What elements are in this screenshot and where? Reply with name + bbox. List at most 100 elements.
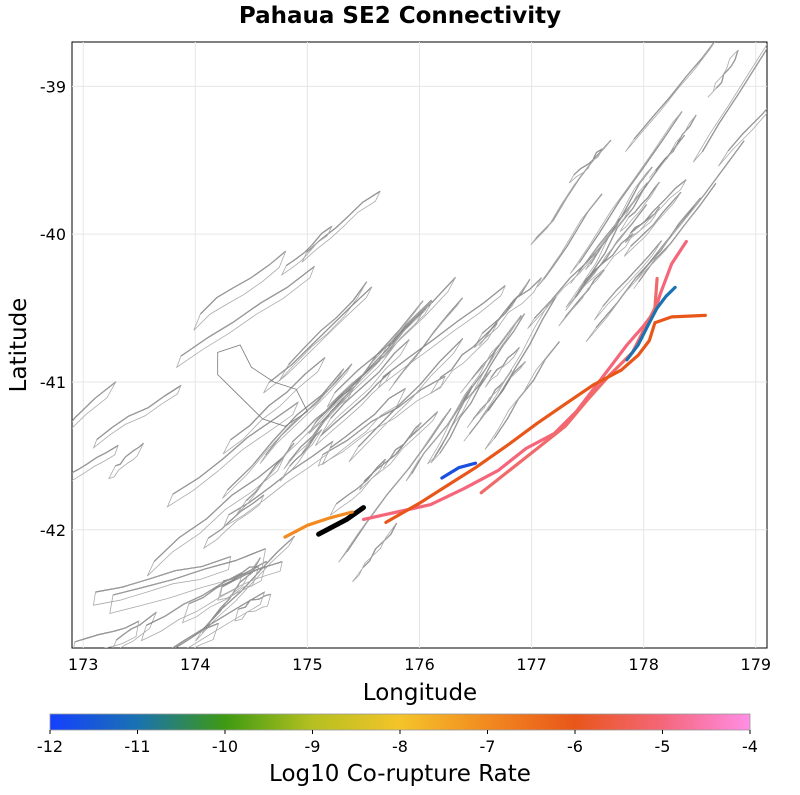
colorbar-tick-label: -9	[305, 737, 321, 756]
colorbar-tick-label: -11	[124, 737, 150, 756]
fault-surface	[329, 458, 386, 516]
rupture-segment-6	[440, 461, 478, 480]
rupture-segment-4	[384, 313, 707, 524]
colorbar-tick-label: -4	[742, 737, 758, 756]
fault-surface	[72, 381, 117, 429]
fault-surface	[458, 313, 525, 409]
fault-surface	[479, 296, 557, 420]
y-tick-label: -42	[40, 521, 66, 540]
fault-surface	[236, 442, 295, 515]
fault-surface	[112, 611, 158, 648]
fault-surface	[193, 250, 287, 331]
fault-surface	[222, 357, 326, 455]
colorbar-tick-label: -8	[392, 737, 408, 756]
fault-surface	[460, 315, 522, 394]
fault-surface	[388, 297, 463, 392]
fault-surface	[171, 591, 266, 648]
colorbar-tick-label: -12	[37, 737, 63, 756]
fault-surface	[278, 281, 368, 382]
fault-surface	[558, 269, 605, 327]
fault-surface	[321, 387, 407, 466]
coastline	[217, 344, 308, 427]
fault-surface	[352, 522, 397, 583]
x-axis-label: Longitude	[363, 680, 477, 706]
fault-surface	[692, 43, 767, 163]
fault-surface	[570, 111, 683, 274]
x-tick-label: 176	[404, 655, 435, 674]
fault-surface	[92, 556, 232, 606]
fault-surface	[430, 323, 498, 394]
fault-surface	[585, 166, 653, 270]
colorbar-tick-label: -7	[480, 737, 496, 756]
fault-surface	[174, 622, 220, 648]
fault-surface	[279, 429, 323, 482]
chart-title: Pahaua SE2 Connectivity	[239, 3, 561, 29]
fault-surface	[222, 368, 345, 499]
x-tick-label: 179	[741, 655, 772, 674]
fault-surface	[594, 240, 662, 321]
fault-surface	[202, 494, 265, 550]
rupture-segment-5	[625, 285, 677, 362]
fault-surface	[317, 375, 446, 467]
y-axis-label: Latitude	[6, 298, 32, 393]
rupture-segment-1	[283, 510, 354, 539]
x-tick-label: 175	[292, 655, 323, 674]
fault-surface	[108, 442, 144, 480]
fault-surface	[109, 548, 267, 615]
fault-surface	[484, 347, 520, 388]
fault-surface	[348, 338, 464, 463]
fault-surface	[263, 286, 373, 394]
fault-surface	[619, 181, 660, 232]
fault-network	[72, 42, 767, 648]
colorbar-tick-label: -10	[212, 737, 238, 756]
fault-surface	[301, 190, 381, 263]
fault-surface	[585, 197, 701, 343]
fault-surface	[648, 114, 697, 179]
y-tick-label: -41	[40, 373, 66, 392]
fault-surface	[484, 341, 560, 450]
colorbar-label: Log10 Co-rupture Rate	[269, 761, 531, 787]
fault-surface	[530, 139, 612, 246]
x-tick-label: 173	[68, 655, 99, 674]
fault-surface	[72, 444, 119, 481]
fault-surface	[175, 265, 316, 369]
fault-surface	[717, 108, 767, 167]
fault-surface	[625, 42, 716, 153]
fault-surface	[280, 225, 333, 276]
fault-surface	[315, 371, 392, 446]
fault-surface	[321, 339, 410, 435]
colorbar-ticks: -12 -11 -10 -9 -8 -7 -6 -5 -4	[37, 730, 758, 756]
gridlines	[72, 42, 767, 648]
fault-surface	[181, 565, 260, 624]
fault-surface	[140, 571, 244, 642]
fault-surface	[427, 345, 499, 465]
fault-surface	[568, 147, 604, 184]
fault-surface	[338, 408, 452, 563]
fault-surface	[73, 620, 140, 648]
fault-surface	[707, 49, 739, 98]
fault-surface	[565, 182, 648, 308]
rupture-segment-0	[316, 505, 366, 537]
rupture-segment-3	[479, 276, 659, 495]
fault-surface	[92, 384, 182, 450]
y-tick-label: -40	[40, 225, 66, 244]
fault-surface	[219, 561, 283, 597]
fault-surface	[624, 179, 687, 244]
highlighted-ruptures	[283, 239, 707, 539]
fault-surface	[166, 401, 300, 508]
fault-surface	[623, 191, 682, 257]
fault-surface	[285, 386, 355, 455]
x-tick-label: 174	[180, 655, 211, 674]
colorbar	[49, 713, 751, 731]
fault-surface	[474, 277, 542, 349]
y-tick-label: -39	[40, 77, 66, 96]
x-tick-label: 177	[516, 655, 547, 674]
x-tick-label: 178	[628, 655, 659, 674]
fault-surface	[536, 193, 603, 288]
fault-surface	[308, 299, 432, 434]
rupture-segment-2	[361, 239, 688, 521]
axis-ticks: 173 174 175 176 177 178 179 -39 -40 -41 -42	[40, 77, 771, 674]
colorbar-tick-label: -6	[567, 737, 583, 756]
fault-surface	[359, 411, 439, 491]
